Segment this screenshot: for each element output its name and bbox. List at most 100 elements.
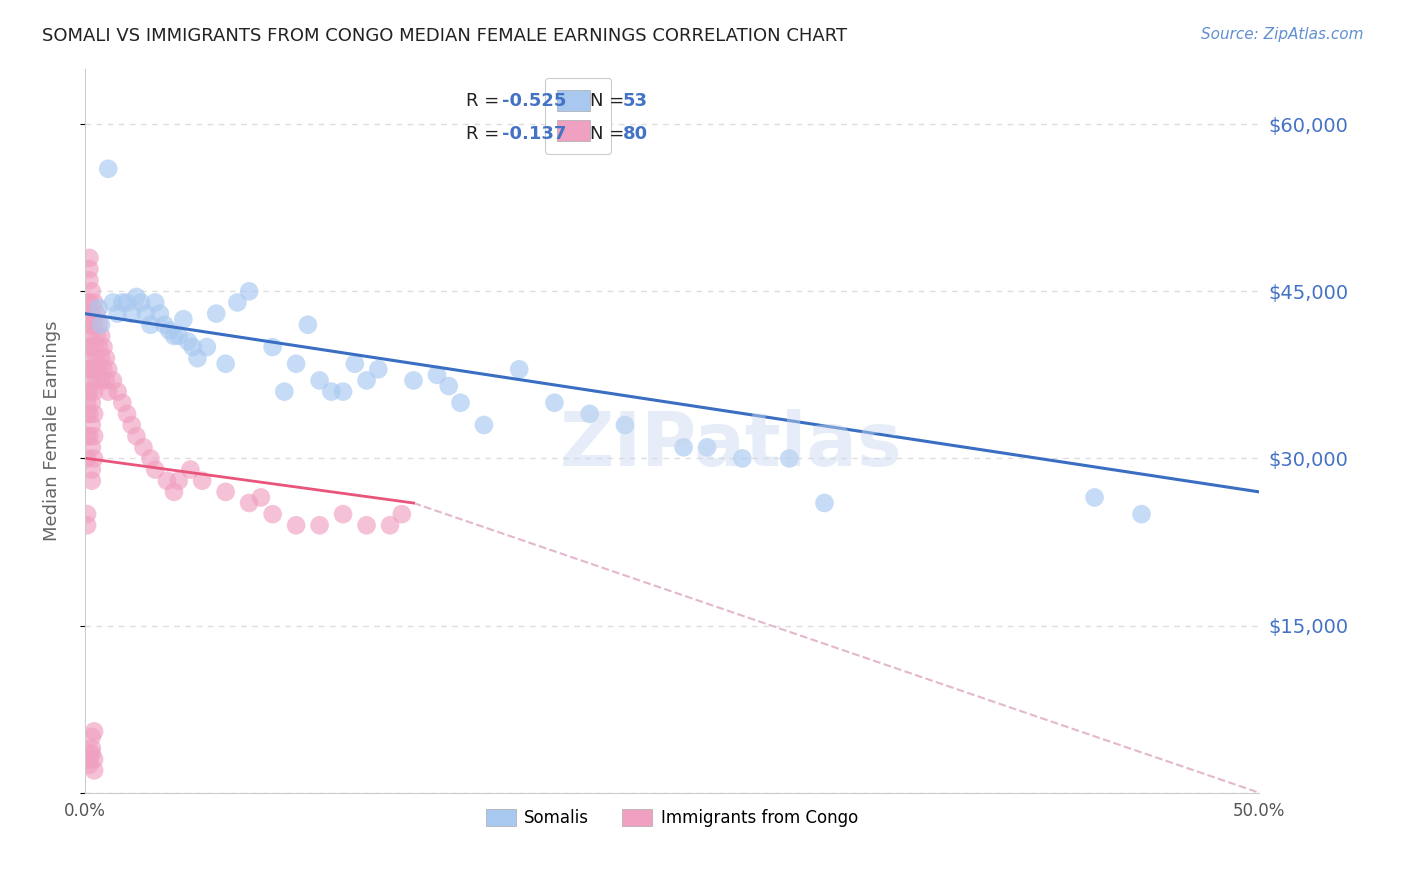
Point [125,290,148,304]
Point [508,362,530,376]
Point [332,384,354,399]
Point [163,484,186,499]
Point [97,161,120,176]
Point [76,295,98,310]
Point [79,429,101,443]
Point [79,262,101,277]
Point [86,374,108,388]
Point [226,295,249,310]
Point [205,307,228,321]
Point [83,318,105,332]
Point [80,462,103,476]
Point [285,357,308,371]
Point [107,307,129,321]
Point [80,747,103,761]
Point [778,451,800,466]
Point [378,518,401,533]
Point [613,417,636,432]
Point [156,474,179,488]
Point [80,395,103,409]
Point [76,451,98,466]
Point [83,362,105,376]
Point [80,417,103,432]
Point [121,417,143,432]
Point [214,484,236,499]
Point [262,507,284,521]
Point [672,440,695,454]
Point [153,318,176,332]
Point [101,374,124,388]
Point [80,374,103,388]
Point [177,334,200,349]
Point [80,351,103,366]
Point [80,285,103,299]
Point [76,507,98,521]
Point [437,379,460,393]
Point [157,323,180,337]
Point [262,340,284,354]
Point [214,357,236,371]
Point [167,474,190,488]
Point [87,318,110,332]
Point [450,395,472,409]
Point [125,429,148,443]
Point [90,351,112,366]
Point [186,351,208,366]
Point [149,307,172,321]
Point [297,318,319,332]
Point [90,329,112,343]
Point [143,295,166,310]
Point [86,307,108,321]
Point [731,451,754,466]
Point [391,507,413,521]
Point [1130,507,1153,521]
Text: ZIPatlas: ZIPatlas [560,409,901,482]
Point [115,407,138,421]
Point [79,251,101,265]
Point [76,384,98,399]
Point [79,384,101,399]
Point [83,295,105,310]
Point [79,752,101,766]
Text: R =: R = [467,92,505,110]
Point [86,329,108,343]
Point [402,374,425,388]
Point [181,340,204,354]
Point [80,329,103,343]
Point [111,295,134,310]
Point [83,407,105,421]
Text: 80: 80 [623,125,648,143]
Point [195,340,218,354]
Point [321,384,343,399]
Point [83,764,105,778]
Text: N =: N = [589,125,630,143]
Point [79,747,101,761]
Point [76,518,98,533]
Point [93,340,115,354]
Point [191,474,214,488]
Point [80,440,103,454]
Text: 53: 53 [623,92,648,110]
Point [139,318,162,332]
Point [79,757,101,772]
Point [80,741,103,756]
Point [76,318,98,332]
Text: -0.137: -0.137 [502,125,567,143]
Point [1084,491,1107,505]
Point [94,351,117,366]
Point [308,374,330,388]
Point [332,507,354,521]
Point [87,340,110,354]
Point [367,362,389,376]
Point [97,362,120,376]
Point [163,329,186,343]
Point [80,307,103,321]
Text: N =: N = [589,92,630,110]
Point [76,362,98,376]
Point [76,395,98,409]
Point [83,429,105,443]
Point [343,357,366,371]
Point [273,384,295,399]
Point [90,374,112,388]
Point [139,451,162,466]
